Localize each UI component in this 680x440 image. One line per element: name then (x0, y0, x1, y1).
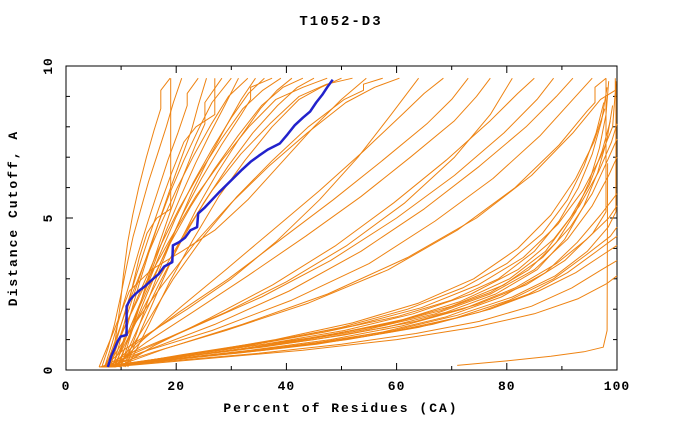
model-curve (104, 77, 554, 368)
model-curve (102, 77, 593, 368)
y-tick-label: 0 (41, 366, 56, 375)
x-tick-label: 20 (167, 379, 185, 394)
model-curve (110, 84, 617, 368)
model-curve (108, 102, 605, 368)
model-curve (101, 78, 183, 368)
model-curve (102, 81, 617, 368)
model-curves (98, 77, 618, 368)
model-curve (104, 87, 608, 368)
chart-title: T1052-D3 (299, 14, 382, 30)
highlight-curve (106, 78, 334, 368)
model-curve (125, 77, 293, 368)
model-curve (104, 77, 328, 368)
model-curve (120, 77, 383, 365)
model-curve (103, 138, 618, 368)
model-curve (105, 260, 618, 368)
model-curve (107, 77, 282, 368)
model-curve (120, 77, 223, 368)
x-axis-label: Percent of Residues (CA) (223, 401, 458, 416)
model-curve (98, 77, 367, 368)
model-curve (457, 163, 609, 366)
model-curve (117, 77, 239, 368)
model-curve (108, 77, 171, 368)
model-curve (123, 77, 256, 368)
x-tick-label: 80 (498, 379, 516, 394)
y-axis-label: Distance Cutoff, A (6, 130, 21, 306)
model-curve (112, 77, 491, 368)
x-tick-label: 40 (278, 379, 296, 394)
model-curve (111, 275, 618, 368)
model-curve (107, 77, 607, 368)
tick-labels: 0 20 40 60 80 100 0 5 10 (41, 57, 630, 394)
model-curve (103, 226, 618, 368)
x-tick-label: 100 (604, 379, 630, 394)
model-curve (119, 77, 315, 368)
model-curve (109, 77, 574, 368)
model-curve (107, 123, 618, 368)
model-curve (108, 77, 469, 368)
x-tick-label: 0 (62, 379, 71, 394)
model-curve (112, 77, 353, 368)
model-curve (104, 77, 199, 368)
y-tick-label: 5 (41, 214, 56, 223)
y-tick-label: 10 (41, 57, 56, 75)
model-curve (105, 77, 249, 368)
model-curve (101, 77, 513, 368)
x-tick-label: 60 (388, 379, 406, 394)
model-curve (106, 77, 400, 368)
model-curve (106, 78, 607, 368)
model-curve (127, 77, 342, 368)
model-curve (115, 77, 444, 368)
model-curve (116, 77, 273, 368)
axis-ticks (65, 65, 618, 371)
